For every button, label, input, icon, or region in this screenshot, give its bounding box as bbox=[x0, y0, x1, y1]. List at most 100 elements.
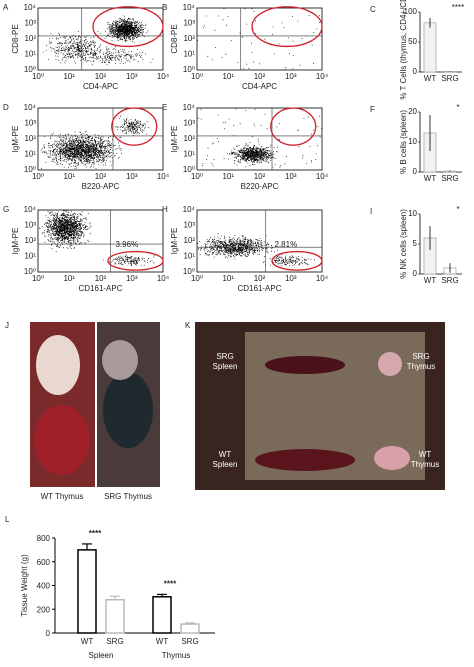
x-tick-label: SRG bbox=[441, 276, 458, 285]
x-tick-label: 10⁰ bbox=[191, 274, 203, 283]
bar bbox=[77, 549, 97, 634]
x-tick-label: WT bbox=[424, 276, 437, 285]
y-tick-label: 10³ bbox=[24, 221, 36, 230]
y-axis-label: IgM-PE bbox=[170, 126, 179, 153]
photo-label: WT Thymus bbox=[410, 450, 440, 469]
x-tick-label: 10² bbox=[95, 274, 107, 283]
photo-srg-thymus-organ bbox=[378, 352, 402, 376]
photo-wt-thymus-organ bbox=[374, 446, 410, 470]
y-tick-label: 800 bbox=[37, 534, 51, 543]
y-tick-label: 10⁴ bbox=[24, 3, 37, 12]
photo-label: SRG Spleen bbox=[212, 352, 238, 371]
plot-frame bbox=[196, 209, 323, 273]
y-tick-label: 10² bbox=[24, 134, 36, 143]
gate bbox=[92, 6, 164, 48]
photo-detail bbox=[36, 335, 80, 395]
y-axis-label: % NK cells (spleen) bbox=[399, 209, 408, 279]
panel-letter: I bbox=[370, 207, 372, 216]
plot-frame bbox=[37, 209, 164, 273]
y-tick-label: 10⁰ bbox=[183, 165, 195, 174]
gate-label: 2.81% bbox=[275, 240, 298, 249]
y-tick-label: 10³ bbox=[183, 19, 195, 28]
panel-letter: L bbox=[5, 515, 10, 524]
photo-label: WT Thymus bbox=[41, 492, 84, 501]
y-tick-label: 10¹ bbox=[24, 50, 36, 59]
x-axis-label: B220-APC bbox=[241, 182, 279, 191]
x-tick-label: 10¹ bbox=[222, 172, 234, 181]
event-cloud bbox=[197, 233, 315, 267]
x-tick-label: 10⁰ bbox=[32, 172, 44, 181]
y-tick-label: 10¹ bbox=[24, 150, 36, 159]
photo-detail bbox=[102, 340, 138, 380]
panel-letter: B bbox=[162, 3, 167, 12]
x-tick-label: 10⁰ bbox=[32, 72, 44, 81]
significance: **** bbox=[89, 529, 102, 538]
panel-letter: A bbox=[3, 3, 9, 12]
y-tick-label: 10⁰ bbox=[24, 65, 36, 74]
y-tick-label: 50 bbox=[408, 37, 417, 46]
x-tick-label: 10³ bbox=[285, 274, 297, 283]
gate bbox=[251, 6, 323, 48]
plot-frame bbox=[37, 7, 164, 71]
x-tick-label: SRG bbox=[441, 74, 458, 83]
photo-srg-spleen bbox=[265, 356, 345, 374]
significance: **** bbox=[452, 3, 464, 12]
gate bbox=[270, 107, 317, 146]
y-tick-label: 10⁴ bbox=[183, 103, 196, 112]
y-tick-label: 10³ bbox=[183, 221, 195, 230]
x-tick-label: SRG bbox=[181, 637, 198, 646]
x-tick-label: 10⁴ bbox=[316, 172, 329, 181]
y-tick-label: 10⁰ bbox=[183, 65, 195, 74]
y-tick-label: 10⁴ bbox=[183, 205, 196, 214]
x-tick-label: 10⁴ bbox=[157, 172, 170, 181]
x-tick-label: 10³ bbox=[126, 72, 138, 81]
photo-label: WT Spleen bbox=[212, 450, 238, 469]
y-tick-label: 0 bbox=[46, 629, 51, 638]
group-label: Thymus bbox=[162, 651, 190, 660]
gate bbox=[271, 250, 323, 271]
y-tick-label: 10¹ bbox=[183, 252, 195, 261]
event-cloud bbox=[38, 210, 156, 266]
x-tick-label: 10⁴ bbox=[157, 72, 170, 81]
y-tick-label: 10² bbox=[24, 34, 36, 43]
photo-label: SRG Thymus bbox=[406, 352, 436, 371]
y-tick-label: 200 bbox=[37, 605, 51, 614]
x-tick-label: WT bbox=[424, 74, 437, 83]
event-cloud bbox=[197, 108, 322, 168]
x-tick-label: 10¹ bbox=[63, 274, 75, 283]
y-axis-label: CD8-PE bbox=[170, 24, 179, 53]
y-axis-label: IgM-PE bbox=[170, 228, 179, 255]
group-label: Spleen bbox=[89, 651, 114, 660]
panel-letter: G bbox=[3, 205, 9, 214]
y-tick-label: 5 bbox=[413, 239, 418, 248]
y-axis-label: CD8-PE bbox=[11, 24, 20, 53]
significance: * bbox=[456, 205, 459, 214]
x-axis-label: B220-APC bbox=[82, 182, 120, 191]
x-tick-label: WT bbox=[81, 637, 94, 646]
y-tick-label: 10² bbox=[24, 236, 36, 245]
gate bbox=[107, 250, 164, 271]
panel-letter: K bbox=[185, 321, 191, 330]
y-tick-label: 10⁴ bbox=[24, 103, 37, 112]
x-tick-label: 10² bbox=[254, 72, 266, 81]
event-cloud bbox=[40, 115, 149, 169]
x-tick-label: SRG bbox=[441, 174, 458, 183]
panel-letter: E bbox=[162, 103, 167, 112]
y-tick-label: 10³ bbox=[183, 119, 195, 128]
x-tick-label: 10³ bbox=[126, 172, 138, 181]
y-axis-label: IgM-PE bbox=[11, 228, 20, 255]
bar bbox=[105, 599, 125, 634]
y-axis-label: IgM-PE bbox=[11, 126, 20, 153]
y-axis-label: Tissue Weight (g) bbox=[20, 554, 29, 617]
x-tick-label: 10³ bbox=[126, 274, 138, 283]
bar bbox=[152, 596, 172, 634]
y-tick-label: 10¹ bbox=[183, 50, 195, 59]
x-axis-label: CD4-APC bbox=[83, 82, 118, 91]
y-tick-label: 400 bbox=[37, 582, 51, 591]
y-tick-label: 20 bbox=[408, 107, 417, 116]
y-tick-label: 10⁴ bbox=[24, 205, 37, 214]
y-tick-label: 10⁴ bbox=[183, 3, 196, 12]
x-tick-label: 10⁰ bbox=[32, 274, 44, 283]
